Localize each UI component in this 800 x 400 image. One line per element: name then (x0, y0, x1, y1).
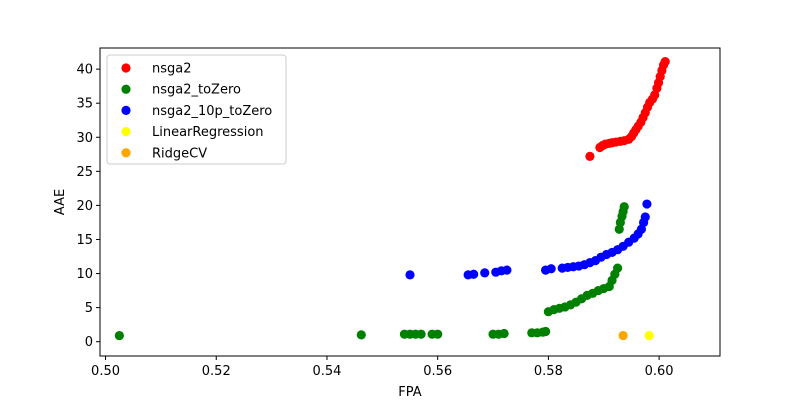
points-layer (114, 57, 670, 341)
x-tick-label: 0.58 (534, 364, 563, 379)
x-tick-label: 0.56 (423, 364, 452, 379)
data-point (541, 326, 551, 337)
legend-label: nsga2_10p_toZero (152, 104, 272, 119)
data-point (502, 265, 512, 275)
data-point (642, 199, 652, 209)
data-point (585, 151, 595, 161)
legend-entries: nsga2 nsga2_toZero nsga2_10p_toZero LinearR… (121, 62, 272, 161)
y-axis-label: AAE (53, 189, 68, 215)
legend-label: RidgeCV (152, 146, 207, 161)
legend-marker (121, 105, 131, 115)
y-axis-ticks: 0 5 10 15 20 25 30 35 40 (76, 63, 100, 350)
data-point (405, 270, 415, 280)
data-point (114, 330, 124, 341)
data-point (546, 264, 556, 274)
data-point (618, 330, 628, 341)
data-point (416, 329, 426, 339)
legend-marker (121, 148, 131, 158)
y-tick-label: 15 (76, 233, 93, 248)
data-point (660, 57, 670, 67)
x-axis-label: FPA (398, 385, 421, 400)
data-point (469, 269, 479, 279)
x-tick-label: 0.52 (202, 364, 231, 379)
data-point (433, 329, 443, 339)
plot-frame (99, 47, 721, 357)
data-point (480, 268, 490, 278)
legend-box (106, 54, 287, 165)
legend-label: LinearRegression (152, 125, 264, 140)
y-tick-label: 35 (76, 97, 93, 112)
y-tick-label: 30 (76, 131, 93, 146)
x-axis-ticks: 0.50 0.52 0.54 0.56 0.58 0.60 (91, 356, 674, 379)
y-tick-label: 25 (76, 165, 93, 180)
x-tick-label: 0.50 (91, 364, 120, 379)
x-tick-label: 0.60 (645, 364, 674, 379)
legend-marker (121, 127, 131, 137)
legend-label: nsga2_toZero (152, 83, 241, 98)
legend: nsga2 nsga2_toZero nsga2_10p_toZero LinearR… (106, 54, 287, 165)
y-tick-label: 20 (76, 199, 93, 214)
y-tick-label: 10 (76, 267, 93, 282)
data-point (499, 328, 509, 339)
x-tick-label: 0.54 (312, 364, 341, 379)
y-tick-label: 0 (85, 335, 93, 350)
legend-marker (121, 84, 131, 94)
y-tick-label: 5 (85, 301, 93, 316)
legend-marker (121, 63, 131, 73)
data-point (612, 263, 623, 273)
y-tick-label: 40 (76, 63, 93, 78)
data-point (640, 212, 650, 222)
data-point (644, 330, 654, 341)
data-point (356, 330, 366, 340)
legend-label: nsga2 (152, 62, 192, 77)
data-point (614, 224, 624, 234)
data-point (619, 202, 629, 212)
